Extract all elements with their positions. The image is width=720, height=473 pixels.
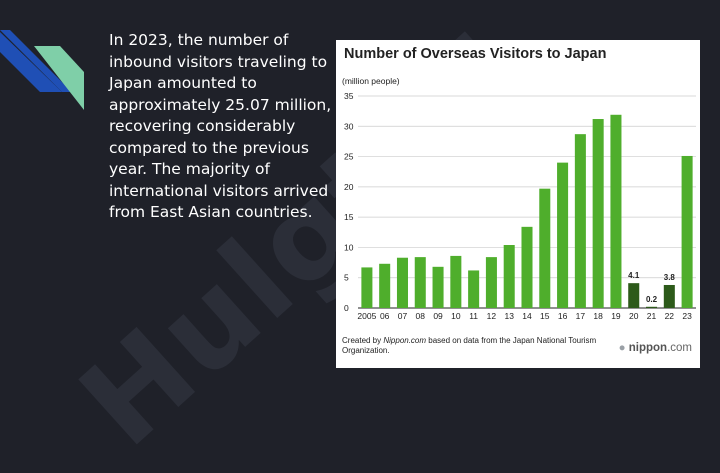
x-tick-label: 20 [629,311,639,321]
chart-credit: Created by Nippon.com based on data from… [342,336,604,356]
data-label: 4.1 [628,271,640,280]
y-tick-label: 25 [344,152,354,162]
y-tick-label: 15 [344,212,354,222]
corner-decoration [0,30,84,110]
bar [539,188,551,308]
x-tick-label: 12 [487,311,497,321]
x-tick-label: 15 [540,311,550,321]
nippon-logo: ● nippon.com [619,342,692,354]
y-tick-label: 5 [344,273,349,283]
y-tick-label: 20 [344,182,354,192]
bar [610,114,622,308]
x-tick-label: 13 [504,311,514,321]
x-tick-label: 08 [416,311,426,321]
credit-prefix: Created by [342,336,384,345]
credit-source: Nippon.com [383,336,427,345]
data-label: 3.8 [664,273,676,282]
bar [485,257,497,308]
x-tick-label: 19 [611,311,621,321]
x-tick-label: 16 [558,311,568,321]
x-tick-label: 11 [469,311,478,321]
x-tick-label: 23 [682,311,692,321]
y-axis-unit-label: (million people) [342,76,400,86]
bar [468,270,480,308]
slide-body-text: In 2023, the number of inbound visitors … [109,31,332,221]
bar [450,255,462,308]
chart-title: Number of Overseas Visitors to Japan [344,46,607,62]
bar [361,267,373,308]
bar [681,155,693,308]
brand-dot-icon: ● [618,342,626,354]
bar [663,284,675,308]
x-tick-label: 2005 [357,311,376,321]
x-tick-label: 07 [398,311,408,321]
data-label: 0.2 [646,295,658,304]
x-tick-label: 14 [522,311,532,321]
teal-stripe-shape [34,46,84,110]
y-tick-label: 30 [344,121,354,131]
y-tick-label: 10 [344,242,354,252]
bar [557,162,569,308]
bar-chart: 0 5 10 15 20 25 30 35 2005 06 07 08 09 10 11 12 13 14 15 16… [344,91,696,321]
bar [396,257,408,308]
brand-name: nippon [628,342,668,354]
bar [646,306,658,308]
bar [379,263,391,308]
bar [503,245,515,308]
credit-suffix: based on data from the Japan National To… [342,336,597,355]
brand-tld: .com [667,342,692,354]
blue-stripe-lower [0,32,62,92]
y-tick-label: 35 [344,91,354,101]
x-tick-label: 10 [451,311,461,321]
bar [592,119,604,308]
bar [521,226,533,308]
bar [414,257,426,308]
chart-image: 0 5 10 15 20 25 30 35 2005 06 07 08 09 10 11 12 13 14 15 16… [336,40,700,368]
bar [432,266,444,308]
y-tick-label: 0 [344,303,349,313]
x-tick-label: 06 [380,311,390,321]
blue-stripe-shape [0,30,72,92]
bar [628,283,640,308]
bar [574,134,586,308]
x-tick-label: 09 [433,311,443,321]
x-tick-label: 18 [593,311,603,321]
x-tick-label: 21 [647,311,657,321]
x-tick-label: 17 [576,311,586,321]
x-tick-label: 22 [665,311,675,321]
